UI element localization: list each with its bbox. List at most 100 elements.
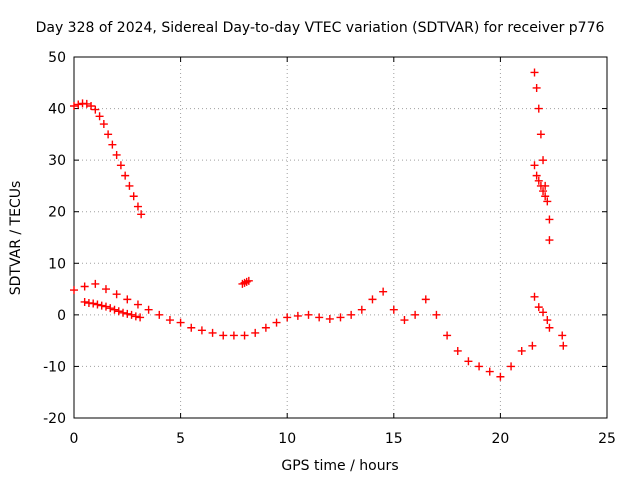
- x-tick-label: 10: [278, 431, 296, 447]
- data-point: [74, 100, 83, 109]
- data-point: [530, 292, 539, 301]
- data-point: [543, 316, 552, 325]
- data-point: [87, 101, 96, 110]
- y-tick-label: 50: [48, 50, 66, 66]
- series-late-low-arc: [530, 292, 568, 350]
- data-point: [530, 68, 539, 77]
- data-point: [123, 295, 132, 304]
- data-point: [545, 215, 554, 224]
- y-axis: 50 40 30 20 10 0 -10 -20: [43, 50, 607, 427]
- data-point: [539, 156, 548, 165]
- data-point: [368, 295, 377, 304]
- data-point: [304, 310, 313, 319]
- data-point: [357, 305, 366, 314]
- series-short-segment: [238, 276, 253, 288]
- grid: [74, 57, 607, 418]
- data-point: [97, 301, 106, 310]
- data-point: [240, 331, 249, 340]
- data-point: [545, 236, 554, 245]
- y-axis-label: SDTVAR / TECUs: [8, 181, 24, 296]
- data-point: [315, 313, 324, 322]
- data-point: [131, 312, 140, 321]
- data-point: [379, 287, 388, 296]
- data-point: [517, 346, 526, 355]
- data-point: [539, 308, 548, 317]
- data-point: [432, 310, 441, 319]
- y-tick-label: 30: [48, 153, 66, 169]
- y-tick-label: 20: [48, 205, 66, 221]
- data-point: [558, 331, 567, 340]
- data-point: [283, 313, 292, 322]
- data-point: [541, 192, 550, 201]
- data-point: [528, 341, 537, 350]
- series-main-arc: [70, 279, 537, 381]
- data-point: [176, 318, 185, 327]
- data-point: [545, 323, 554, 332]
- data-point: [91, 279, 100, 288]
- data-point: [110, 305, 119, 314]
- data-point: [80, 297, 89, 306]
- x-axis: 0 5 10 15 20 25: [70, 57, 616, 447]
- data-point: [532, 83, 541, 92]
- data-point: [121, 171, 130, 180]
- data-point: [82, 99, 91, 108]
- y-tick-label: 0: [57, 308, 66, 324]
- data-point: [244, 276, 253, 285]
- data-point: [536, 181, 545, 190]
- data-point: [119, 308, 128, 317]
- data-point: [133, 202, 142, 211]
- data-point: [534, 176, 543, 185]
- data-point: [507, 362, 516, 371]
- data-point: [475, 362, 484, 371]
- data-point: [101, 285, 110, 294]
- data-points: [70, 68, 568, 381]
- data-point: [272, 318, 281, 327]
- y-tick-label: 40: [48, 102, 66, 118]
- data-point: [532, 171, 541, 180]
- y-tick-label: 10: [48, 256, 66, 272]
- series-mid-lower-arc: [80, 297, 145, 322]
- data-point: [137, 210, 146, 219]
- data-point: [293, 311, 302, 320]
- plot-border: [73, 56, 608, 419]
- data-point: [125, 181, 134, 190]
- chart-title: Day 328 of 2024, Sidereal Day-to-day VTE…: [36, 20, 605, 36]
- data-point: [99, 120, 108, 129]
- data-point: [129, 192, 138, 201]
- data-point: [127, 310, 136, 319]
- data-point: [229, 331, 238, 340]
- data-point: [530, 161, 539, 170]
- data-point: [95, 112, 104, 121]
- data-point: [559, 341, 568, 350]
- series-late-mid-arc: [530, 161, 552, 206]
- data-point: [91, 105, 100, 114]
- x-tick-label: 0: [70, 431, 79, 447]
- x-tick-label: 15: [385, 431, 403, 447]
- data-point: [534, 104, 543, 113]
- data-point: [336, 313, 345, 322]
- data-point: [123, 309, 132, 318]
- data-point: [101, 302, 110, 311]
- data-point: [112, 150, 121, 159]
- data-point: [116, 161, 125, 170]
- data-point: [80, 282, 89, 291]
- data-point: [485, 367, 494, 376]
- y-tick-label: -10: [43, 359, 66, 375]
- x-tick-label: 20: [491, 431, 509, 447]
- data-point: [421, 295, 430, 304]
- series-late-steep-arc: [530, 68, 550, 190]
- data-point: [347, 310, 356, 319]
- data-point: [496, 372, 505, 381]
- data-point: [219, 331, 228, 340]
- data-point: [93, 300, 102, 309]
- data-point: [112, 290, 121, 299]
- series-late-isolated: [545, 215, 554, 245]
- series-upper-arc-early: [70, 99, 146, 219]
- data-point: [133, 300, 142, 309]
- data-point: [411, 310, 420, 319]
- data-point: [144, 305, 153, 314]
- data-point: [70, 286, 78, 295]
- data-point: [70, 101, 78, 110]
- x-axis-label: GPS time / hours: [281, 458, 398, 474]
